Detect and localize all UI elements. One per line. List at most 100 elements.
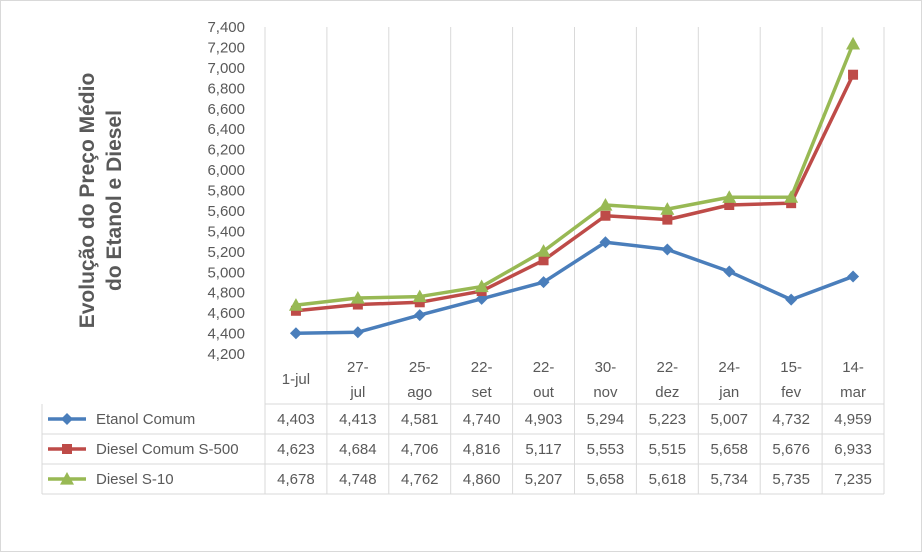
series-line-2 bbox=[295, 73, 855, 313]
x-category-label: 14- bbox=[842, 359, 864, 376]
x-category-label: fev bbox=[781, 384, 802, 401]
data-point-marker bbox=[537, 276, 550, 289]
series-line-1 bbox=[295, 240, 854, 336]
y-tick-label: 5,200 bbox=[207, 244, 245, 261]
y-tick-label: 4,600 bbox=[207, 305, 245, 322]
data-point-marker bbox=[662, 214, 673, 225]
data-point-marker bbox=[412, 289, 427, 303]
data-point-marker bbox=[538, 255, 549, 266]
data-table-value: 5,207 bbox=[525, 471, 563, 488]
data-point-marker bbox=[784, 190, 799, 203]
y-tick-label: 7,400 bbox=[207, 19, 245, 36]
legend-series-name: Diesel Comum S-500 bbox=[96, 441, 239, 458]
data-table-value: 5,007 bbox=[710, 411, 748, 428]
x-category-label: 30- bbox=[595, 359, 617, 376]
y-axis-title: Evolução do Preço Médio do Etanol e Diese… bbox=[76, 73, 126, 329]
data-point-marker bbox=[599, 236, 612, 249]
y-tick-label: 5,400 bbox=[207, 223, 245, 240]
data-point-marker bbox=[600, 210, 611, 221]
x-category-label: set bbox=[472, 384, 493, 401]
x-category-label: dez bbox=[655, 384, 679, 401]
data-point-marker bbox=[598, 198, 613, 211]
data-table-value: 4,959 bbox=[834, 411, 872, 428]
data-point-marker bbox=[661, 243, 674, 256]
x-category-label: 25- bbox=[409, 359, 431, 376]
x-category-label: jul bbox=[349, 384, 365, 401]
x-category-label: ago bbox=[407, 384, 432, 401]
data-table-value: 5,735 bbox=[772, 471, 810, 488]
data-point-marker bbox=[61, 413, 73, 425]
data-table-value: 4,748 bbox=[339, 471, 377, 488]
data-table-value: 4,903 bbox=[525, 411, 563, 428]
series-line-3 bbox=[295, 43, 855, 307]
y-tick-label: 5,600 bbox=[207, 203, 245, 220]
data-point-marker bbox=[289, 327, 302, 340]
data-table-value: 4,623 bbox=[277, 441, 315, 458]
data-table-value: 4,678 bbox=[277, 471, 315, 488]
y-tick-label: 4,800 bbox=[207, 285, 245, 302]
data-table-value: 7,235 bbox=[834, 471, 872, 488]
data-table-value: 4,684 bbox=[339, 441, 377, 458]
legend-series-name: Etanol Comum bbox=[96, 411, 195, 428]
data-table-value: 5,117 bbox=[525, 441, 561, 458]
x-category-label: 24- bbox=[718, 359, 740, 376]
x-category-label: out bbox=[533, 384, 555, 401]
y-axis-title-line: do Etanol e Diesel bbox=[103, 110, 126, 291]
data-point-marker bbox=[660, 202, 675, 215]
y-tick-label: 6,600 bbox=[207, 101, 245, 118]
data-table-value: 5,223 bbox=[649, 411, 687, 428]
data-point-marker bbox=[848, 69, 859, 80]
y-tick-label: 6,800 bbox=[207, 80, 245, 97]
data-point-marker bbox=[846, 36, 861, 50]
data-point-marker bbox=[290, 305, 301, 316]
data-point-marker bbox=[352, 299, 363, 310]
y-tick-label: 6,400 bbox=[207, 121, 245, 138]
y-tick-label: 4,200 bbox=[207, 346, 245, 363]
y-tick-label: 6,000 bbox=[207, 162, 245, 179]
data-table-value: 5,294 bbox=[587, 411, 625, 428]
data-table-value: 4,413 bbox=[339, 411, 377, 428]
x-category-label: 22- bbox=[471, 359, 493, 376]
data-table-value: 4,581 bbox=[401, 411, 439, 428]
data-table-value: 4,762 bbox=[401, 471, 439, 488]
x-category-label: 27- bbox=[347, 359, 369, 376]
data-table-value: 5,618 bbox=[649, 471, 687, 488]
data-table-value: 5,658 bbox=[587, 471, 625, 488]
data-table-value: 6,933 bbox=[834, 441, 872, 458]
x-category-label: 22- bbox=[657, 359, 679, 376]
y-tick-label: 7,200 bbox=[207, 39, 245, 56]
data-point-marker bbox=[288, 298, 303, 311]
data-point-marker bbox=[414, 297, 425, 308]
data-table-value: 4,732 bbox=[772, 411, 810, 428]
data-table-value: 4,816 bbox=[463, 441, 501, 458]
data-table-value: 5,734 bbox=[710, 471, 748, 488]
data-point-marker bbox=[722, 190, 737, 203]
data-table-value: 4,860 bbox=[463, 471, 501, 488]
x-category-label: 15- bbox=[780, 359, 802, 376]
data-point-marker bbox=[536, 244, 551, 257]
x-category-label: 1-jul bbox=[282, 371, 310, 388]
data-point-marker bbox=[350, 291, 365, 304]
data-table-value: 4,403 bbox=[277, 411, 315, 428]
y-tick-label: 6,200 bbox=[207, 142, 245, 159]
x-category-label: 22- bbox=[533, 359, 555, 376]
data-table-value: 4,740 bbox=[463, 411, 501, 428]
y-tick-label: 7,000 bbox=[207, 60, 245, 77]
y-tick-label: 5,000 bbox=[207, 264, 245, 281]
y-tick-label: 4,400 bbox=[207, 326, 245, 343]
data-table-value: 4,706 bbox=[401, 441, 439, 458]
data-point-marker bbox=[413, 309, 426, 322]
legend-series-name: Diesel S-10 bbox=[96, 471, 174, 488]
y-axis-title-line: Evolução do Preço Médio bbox=[76, 73, 99, 329]
data-point-marker bbox=[723, 265, 736, 278]
data-point-marker bbox=[724, 200, 735, 211]
data-table-value: 5,676 bbox=[772, 441, 810, 458]
x-category-label: nov bbox=[593, 384, 618, 401]
data-point-marker bbox=[786, 198, 797, 209]
data-table-value: 5,515 bbox=[649, 441, 687, 458]
data-point-marker bbox=[62, 444, 72, 454]
data-point-marker bbox=[474, 279, 489, 293]
data-table-value: 5,658 bbox=[710, 441, 748, 458]
